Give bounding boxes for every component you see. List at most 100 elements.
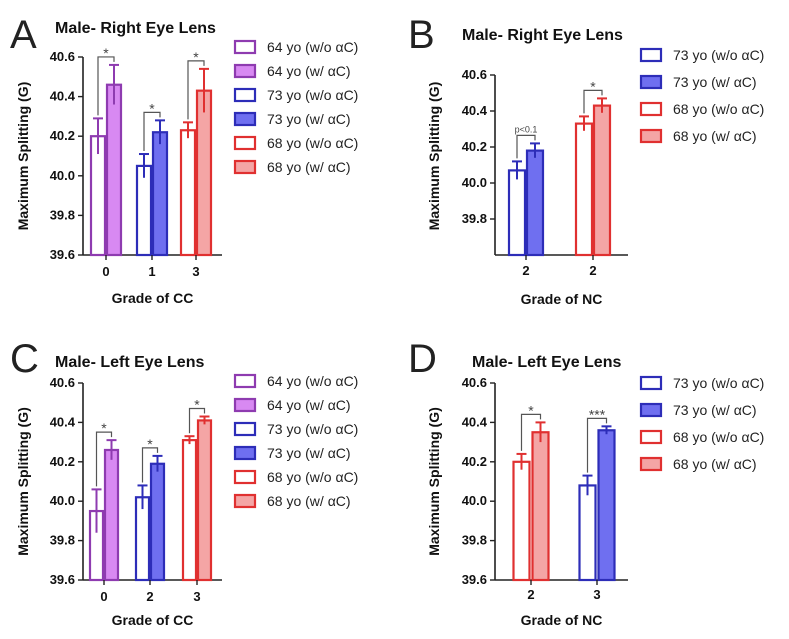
legend-swatch <box>233 445 257 461</box>
y-tick-label: 40.0 <box>462 175 487 190</box>
significance-label: * <box>149 100 155 116</box>
significance-bracket <box>187 60 205 120</box>
panel-letter: A <box>10 13 37 57</box>
y-tick-label: 40.2 <box>462 454 487 469</box>
legend-swatch <box>639 402 663 418</box>
y-tick-label: 40.0 <box>462 493 487 508</box>
bar <box>179 129 197 257</box>
y-axis-label: Maximum Splitting (G) <box>15 82 31 231</box>
bar <box>592 104 612 257</box>
bar <box>149 462 166 582</box>
legend-label: 73 yo (w/ αC) <box>267 445 351 461</box>
y-tick-label: 40.4 <box>50 89 76 104</box>
significance-bracket <box>586 417 608 473</box>
significance-bracket <box>516 134 536 159</box>
bar <box>574 122 594 257</box>
x-axis-label: Grade of CC <box>112 612 194 628</box>
y-axis-label: Maximum Splitting (G) <box>15 407 31 556</box>
legend-label: 73 yo (w/ αC) <box>673 74 757 90</box>
legend-label: 73 yo (w/o αC) <box>673 47 764 63</box>
bar <box>103 448 120 582</box>
y-tick-label: 39.6 <box>50 572 75 587</box>
y-tick-label: 40.2 <box>50 454 75 469</box>
legend-label: 68 yo (w/o αC) <box>673 101 764 117</box>
legend-swatch <box>233 111 257 127</box>
legend-label: 68 yo (w/ αC) <box>673 456 757 472</box>
bar <box>135 164 153 257</box>
x-tick-label: 2 <box>522 263 529 278</box>
y-tick-label: 39.8 <box>50 533 75 548</box>
legend-swatch <box>233 63 257 79</box>
bar <box>507 169 527 257</box>
significance-bracket <box>143 111 161 152</box>
chart-title: Male- Right Eye Lens <box>55 20 216 37</box>
legend-swatch <box>233 421 257 437</box>
y-tick-label: 40.4 <box>50 414 76 429</box>
legend-swatch <box>233 469 257 485</box>
legend-label: 73 yo (w/o αC) <box>267 421 358 437</box>
legend-label: 68 yo (w/o αC) <box>267 469 358 485</box>
y-tick-label: 40.2 <box>50 128 75 143</box>
legend-swatch <box>233 39 257 55</box>
legend-swatch <box>233 135 257 151</box>
significance-label: * <box>103 45 109 61</box>
x-axis-label: Grade of NC <box>521 291 603 307</box>
x-tick-label: 1 <box>148 264 155 279</box>
significance-bracket <box>95 431 113 487</box>
bar <box>196 419 213 582</box>
bar <box>151 131 169 257</box>
legend-swatch <box>639 429 663 445</box>
x-tick-label: 0 <box>102 264 109 279</box>
y-tick-label: 40.6 <box>462 375 487 390</box>
significance-label: * <box>194 396 200 412</box>
panel-letter: C <box>10 337 39 381</box>
y-tick-label: 39.8 <box>462 533 487 548</box>
y-tick-label: 40.6 <box>50 49 75 64</box>
x-tick-label: 2 <box>589 263 596 278</box>
chart-panel-C: C Male- Left Eye Lens 39.6 39.8 40.0 40.2 40.4… <box>10 337 358 628</box>
bar <box>134 496 151 582</box>
legend-label: 64 yo (w/o αC) <box>267 39 358 55</box>
legend-label: 68 yo (w/ αC) <box>267 493 351 509</box>
y-axis-label: Maximum Splitting (G) <box>426 407 442 556</box>
legend-label: 64 yo (w/ αC) <box>267 63 351 79</box>
significance-label: p<0.1 <box>515 124 538 134</box>
significance-bracket <box>520 413 542 451</box>
bar <box>181 439 198 582</box>
significance-bracket <box>97 56 115 116</box>
legend-swatch <box>233 397 257 413</box>
legend-swatch <box>639 101 663 117</box>
y-tick-label: 40.0 <box>50 168 75 183</box>
legend-swatch <box>233 159 257 175</box>
legend-label: 68 yo (w/ αC) <box>267 159 351 175</box>
bar <box>597 429 616 582</box>
significance-bracket <box>188 407 206 434</box>
y-tick-label: 39.6 <box>462 572 487 587</box>
x-tick-label: 0 <box>100 589 107 604</box>
bar <box>578 484 597 582</box>
chart-panel-B: B Male- Right Eye Lens 39.8 40.0 40.2 40.4 40.… <box>408 13 764 307</box>
y-tick-label: 40.2 <box>462 139 487 154</box>
legend-label: 68 yo (w/o αC) <box>673 429 764 445</box>
bar <box>525 149 545 257</box>
legend-label: 73 yo (w/o αC) <box>673 375 764 391</box>
y-axis-label: Maximum Splitting (G) <box>426 82 442 231</box>
y-tick-label: 39.8 <box>50 207 75 222</box>
legend-swatch <box>639 456 663 472</box>
y-tick-label: 40.0 <box>50 493 75 508</box>
legend-label: 68 yo (w/o αC) <box>267 135 358 151</box>
y-tick-label: 39.8 <box>462 211 487 226</box>
significance-label: * <box>528 402 534 418</box>
y-tick-label: 40.6 <box>462 67 487 82</box>
legend-label: 73 yo (w/ αC) <box>267 111 351 127</box>
significance-label: * <box>590 78 596 94</box>
significance-label: * <box>101 420 107 436</box>
bar <box>531 431 550 582</box>
significance-bracket <box>141 447 159 483</box>
chart-panel-D: D Male- Left Eye Lens 39.6 39.8 40.0 40.2 40.4… <box>408 337 764 628</box>
x-tick-label: 2 <box>146 589 153 604</box>
bar <box>195 89 213 257</box>
x-axis-label: Grade of CC <box>112 290 194 306</box>
x-tick-label: 3 <box>193 589 200 604</box>
